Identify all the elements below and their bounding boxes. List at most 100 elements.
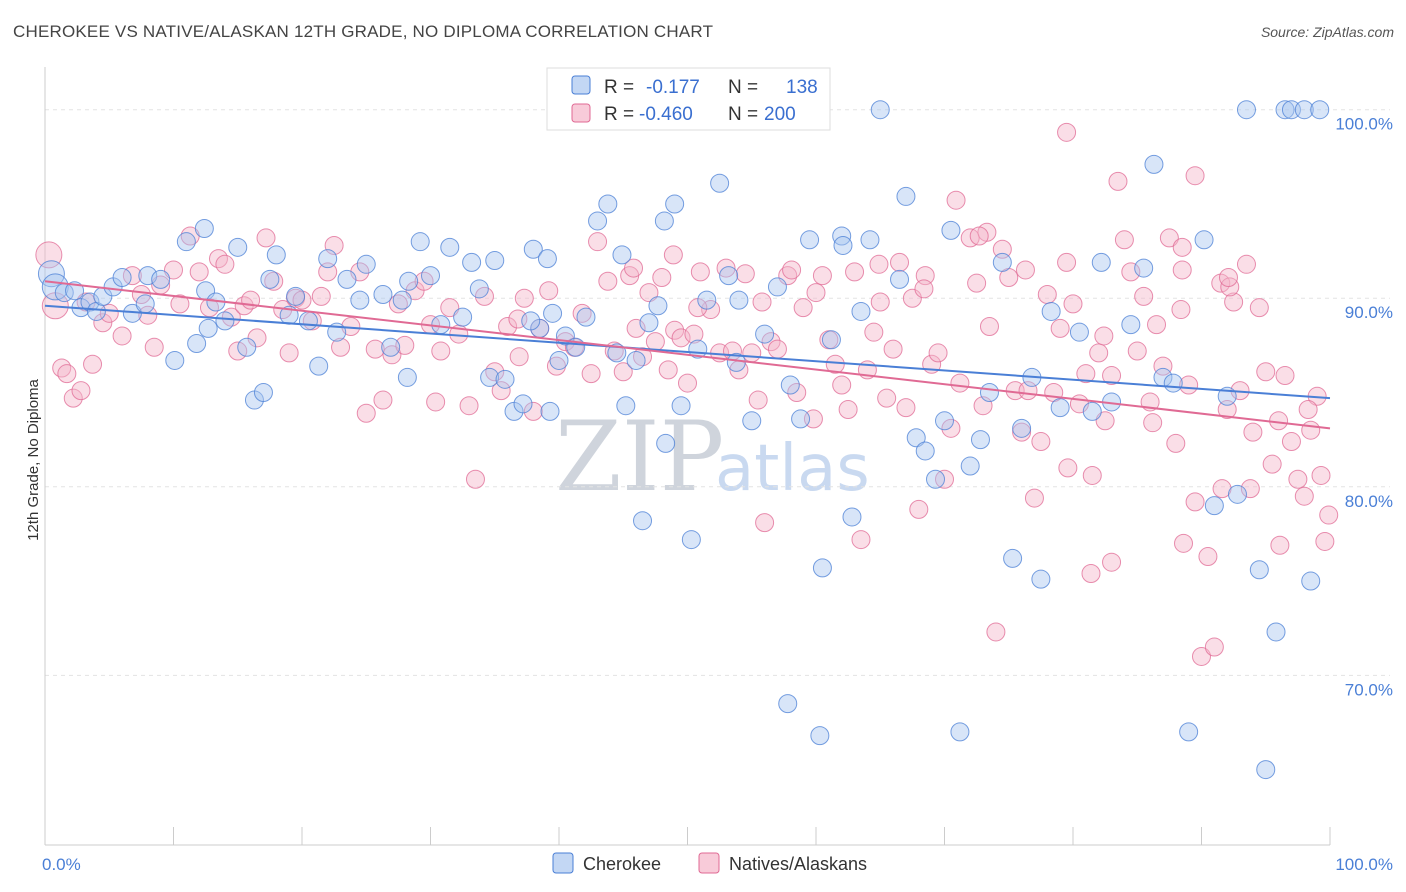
point-natives-alaskans-35 [311, 286, 331, 306]
point-natives-alaskans-23 [221, 307, 241, 327]
point-natives-alaskans-93 [755, 513, 775, 533]
bottom-label-natives: Natives/Alaskans [729, 854, 867, 874]
point-natives-alaskans-190 [1270, 535, 1290, 555]
point-natives-alaskans-157 [1185, 492, 1205, 512]
point-natives-alaskans-36 [318, 262, 338, 282]
point-natives-alaskans-45 [388, 294, 408, 314]
point-natives-alaskans-200 [509, 347, 529, 367]
point-cherokee-61 [626, 350, 646, 370]
point-natives-alaskans-120 [941, 418, 961, 438]
x-tick-label-1: 100.0% [1335, 855, 1393, 874]
point-natives-alaskans-179 [1319, 505, 1339, 525]
point-natives-alaskans-46 [395, 335, 415, 355]
point-cherokee-15 [187, 333, 207, 353]
point-natives-alaskans-198 [663, 245, 683, 265]
point-cherokee-129 [521, 311, 541, 331]
point-cherokee-66 [665, 194, 685, 214]
point-cherokee-85 [860, 230, 880, 250]
legend-n-value-natives: 200 [764, 104, 796, 125]
point-natives-alaskans-181 [752, 292, 772, 312]
point-cherokee-38 [399, 271, 419, 291]
point-cherokee-95 [960, 456, 980, 476]
point-cherokee-102 [1031, 569, 1051, 589]
point-cherokee-105 [1069, 322, 1089, 342]
point-cherokee-68 [681, 530, 701, 550]
point-cherokee-115 [1194, 230, 1214, 250]
point-natives-alaskans-186 [1220, 277, 1240, 297]
point-cherokee-0 [37, 260, 65, 288]
watermark-atlas: atlas [715, 432, 870, 506]
chart-title: CHEROKEE VS NATIVE/ALASKAN 12TH GRADE, N… [13, 22, 714, 41]
point-natives-alaskans-156 [1179, 375, 1199, 395]
point-cherokee-62 [633, 511, 653, 531]
point-cherokee-27 [286, 286, 306, 306]
legend-n-label-natives: N = [728, 104, 758, 125]
y-tick-label-2: 80.0% [1345, 492, 1393, 511]
point-natives-alaskans-159 [1198, 547, 1218, 567]
point-cherokee-111 [1144, 154, 1164, 174]
point-natives-alaskans-136 [1050, 318, 1070, 338]
point-cherokee-35 [373, 284, 393, 304]
point-natives-alaskans-7 [83, 354, 103, 374]
point-cherokee-14 [176, 232, 196, 252]
legend-r-value-natives: -0.460 [639, 104, 693, 125]
point-cherokee-84 [851, 301, 871, 321]
trend-line-cherokee [44, 304, 1331, 400]
point-natives-alaskans-127 [992, 239, 1012, 259]
point-cherokee-93 [941, 220, 961, 240]
point-cherokee-74 [742, 411, 762, 431]
point-natives-alaskans-199 [1218, 268, 1238, 288]
axes [44, 67, 1331, 846]
point-cherokee-37 [392, 290, 412, 310]
point-cherokee-109 [1121, 315, 1141, 335]
point-cherokee-36 [381, 337, 401, 357]
trend-lines [44, 280, 1331, 430]
point-natives-alaskans-28 [256, 228, 276, 248]
point-natives-alaskans-151 [1147, 315, 1167, 335]
point-natives-alaskans-70 [598, 271, 618, 291]
point-cherokee-11 [135, 294, 155, 314]
y-tick-label-3: 70.0% [1345, 680, 1393, 699]
point-natives-alaskans-191 [426, 392, 446, 412]
point-natives-alaskans-41 [356, 403, 376, 423]
point-cherokee-23 [253, 383, 273, 403]
point-natives-alaskans-61 [523, 401, 543, 421]
point-cherokee-64 [648, 296, 668, 316]
point-natives-alaskans-43 [373, 390, 393, 410]
point-cherokee-33 [350, 290, 370, 310]
point-cherokee-114 [1179, 722, 1199, 742]
point-cherokee-5 [80, 292, 100, 312]
point-natives-alaskans-177 [1311, 465, 1331, 485]
point-natives-alaskans-187 [1058, 458, 1078, 478]
point-natives-alaskans-138 [1063, 294, 1083, 314]
point-natives-alaskans-166 [1243, 422, 1263, 442]
point-cherokee-103 [1041, 301, 1061, 321]
point-cherokee-41 [431, 315, 451, 335]
x-tick-label-0: 0.0% [42, 855, 81, 874]
point-cherokee-92 [935, 411, 954, 431]
point-natives-alaskans-133 [1031, 432, 1051, 452]
point-natives-alaskans-189 [1298, 399, 1318, 419]
point-cherokee-78 [791, 409, 811, 429]
point-natives-alaskans-83 [684, 324, 704, 344]
point-natives-alaskans-16 [164, 260, 183, 280]
legend-swatch-cherokee [571, 75, 591, 95]
point-natives-alaskans-168 [1256, 362, 1276, 382]
point-natives-alaskans-56 [485, 362, 505, 382]
watermark-zip: ZIP [555, 401, 724, 513]
point-natives-alaskans-169 [1262, 454, 1282, 474]
point-cherokee-110 [1134, 258, 1154, 278]
point-natives-alaskans-165 [1236, 254, 1256, 274]
point-cherokee-123 [1275, 100, 1295, 120]
point-natives-alaskans-171 [1275, 366, 1295, 386]
point-natives-alaskans-91 [742, 343, 762, 363]
point-cherokee-138 [165, 350, 185, 370]
legend-n-label-cherokee: N = [728, 77, 758, 98]
bottom-swatch-natives [698, 852, 720, 874]
point-cherokee-125 [1294, 100, 1314, 120]
point-natives-alaskans-22 [215, 254, 235, 274]
point-natives-alaskans-50 [431, 341, 451, 361]
point-natives-alaskans-42 [365, 339, 385, 359]
point-cherokee-12 [138, 266, 158, 286]
legend-n-value-cherokee: 138 [786, 77, 818, 98]
